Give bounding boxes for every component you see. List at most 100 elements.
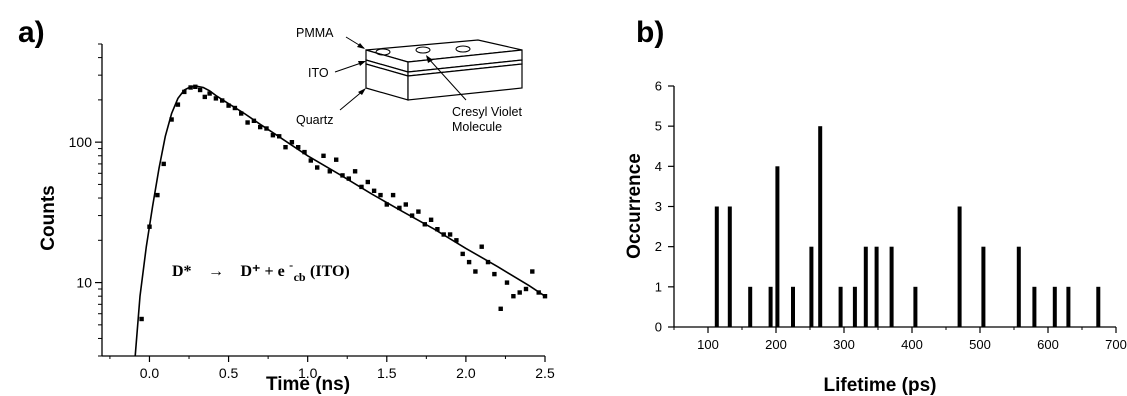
data-point bbox=[454, 238, 459, 243]
data-point bbox=[492, 271, 497, 277]
histogram-bar bbox=[1032, 286, 1037, 327]
data-point bbox=[289, 140, 295, 145]
panel-b-x-tick-label: 200 bbox=[765, 337, 787, 352]
data-point bbox=[321, 153, 326, 158]
data-point bbox=[175, 102, 181, 107]
panel-b-y-tick-label: 5 bbox=[655, 119, 662, 134]
panel-b-y-tick-label: 6 bbox=[655, 79, 662, 94]
data-point bbox=[226, 103, 231, 108]
equation-lhs: D* bbox=[172, 263, 192, 280]
inset-label-molecule: Molecule bbox=[452, 120, 502, 134]
histogram-bar bbox=[889, 246, 894, 327]
panel-b: b) 100 200 300 400 500 600 700 0 1 2 3 4 5 6 Lifetim… bbox=[624, 16, 1127, 396]
data-point bbox=[147, 224, 152, 229]
histogram-bar bbox=[852, 286, 857, 327]
panel-a-x-axis-title: Time (ns) bbox=[266, 374, 350, 395]
data-point bbox=[536, 290, 541, 295]
inset-arrowhead-pmma bbox=[357, 43, 365, 49]
inset-label-cresyl-violet: Cresyl Violet bbox=[452, 105, 522, 119]
histogram-bar bbox=[863, 246, 868, 327]
inset-quartz-front-right bbox=[407, 63, 523, 101]
histogram-bar bbox=[818, 126, 823, 327]
data-point bbox=[182, 89, 187, 95]
data-point bbox=[161, 161, 166, 167]
histogram-bar bbox=[1096, 286, 1101, 327]
data-point bbox=[327, 169, 332, 174]
inset-arrowhead-quartz bbox=[358, 88, 366, 95]
histogram-bar bbox=[809, 246, 814, 327]
data-point bbox=[308, 158, 313, 163]
panel-a-data-points bbox=[139, 84, 548, 322]
data-point bbox=[422, 222, 427, 227]
panel-b-y-tick-label: 2 bbox=[655, 239, 662, 254]
panel-b-x-axis-title: Lifetime (ps) bbox=[824, 375, 937, 396]
data-point bbox=[390, 192, 396, 198]
panel-a-x-tick-label: 1.0 bbox=[298, 365, 318, 381]
panel-a-x-ticks: 0.0 0.5 1.0 1.5 2.0 2.5 bbox=[109, 356, 555, 381]
data-point bbox=[213, 96, 219, 101]
data-point bbox=[378, 192, 383, 198]
panel-a-y-tick-label: 10 bbox=[76, 275, 92, 291]
equation-rhs-a: D⁺ + e bbox=[240, 263, 284, 280]
panel-b-x-tick-label: 700 bbox=[1105, 337, 1127, 352]
panel-a-label: a) bbox=[18, 16, 45, 49]
data-point bbox=[365, 179, 370, 185]
equation-sub: cb bbox=[294, 270, 306, 284]
inset-molecule-2 bbox=[415, 46, 431, 54]
sample-structure-inset: PMMA ITO Quartz Cresyl Violet Molecule bbox=[296, 26, 523, 134]
inset-label-ito: ITO bbox=[308, 66, 329, 80]
histogram-bar bbox=[775, 166, 780, 327]
data-point bbox=[277, 134, 282, 139]
panel-a-x-tick-label: 2.5 bbox=[535, 365, 555, 381]
data-point bbox=[530, 269, 535, 274]
panel-b-y-tick-label: 3 bbox=[655, 199, 662, 214]
data-point bbox=[202, 94, 207, 100]
data-point bbox=[352, 169, 358, 174]
data-point bbox=[302, 149, 307, 155]
histogram-bar bbox=[981, 246, 986, 327]
data-point bbox=[340, 173, 345, 178]
inset-label-quartz: Quartz bbox=[296, 113, 334, 127]
histogram-bar bbox=[727, 206, 732, 327]
data-point bbox=[193, 84, 198, 89]
panel-b-x-tick-label: 600 bbox=[1037, 337, 1059, 352]
histogram-bar bbox=[874, 246, 879, 327]
data-point bbox=[232, 105, 238, 111]
panel-b-y-tick-label: 0 bbox=[655, 320, 662, 335]
data-point bbox=[409, 213, 415, 218]
data-point bbox=[479, 244, 484, 249]
histogram-bar bbox=[1052, 286, 1057, 327]
histogram-bar bbox=[838, 286, 843, 327]
data-point bbox=[435, 227, 440, 232]
panel-a: a) 0.0 0.5 1.0 1.5 2.0 2.5 10 100 Time (ns) Co… bbox=[18, 16, 555, 395]
data-point bbox=[416, 209, 421, 214]
histogram-bar bbox=[791, 286, 795, 327]
data-point bbox=[207, 91, 212, 96]
data-point bbox=[264, 126, 269, 131]
inset-label-pmma: PMMA bbox=[296, 26, 334, 40]
panel-b-y-axis-title: Occurrence bbox=[624, 153, 645, 259]
data-point bbox=[296, 145, 301, 150]
data-point bbox=[542, 294, 548, 299]
panel-b-axes bbox=[673, 86, 1116, 328]
inset-molecule-1 bbox=[375, 48, 391, 56]
panel-b-x-tick-label: 300 bbox=[833, 337, 855, 352]
data-point bbox=[220, 98, 225, 103]
histogram-bar bbox=[1066, 286, 1071, 327]
data-point bbox=[346, 176, 351, 181]
data-point bbox=[523, 286, 529, 292]
histogram-bar bbox=[714, 206, 719, 327]
data-point bbox=[197, 87, 203, 93]
equation-rhs-b: (ITO) bbox=[310, 263, 350, 280]
inset-arrow-molecule bbox=[427, 57, 467, 101]
data-point bbox=[498, 306, 503, 311]
data-point bbox=[239, 111, 244, 116]
equation-arrow: → bbox=[208, 263, 224, 280]
panel-b-x-tick-label: 500 bbox=[969, 337, 991, 352]
panel-a-x-tick-label: 1.5 bbox=[377, 365, 397, 381]
data-point bbox=[466, 259, 472, 265]
panel-b-y-tick-label: 1 bbox=[655, 279, 662, 294]
data-point bbox=[188, 85, 193, 90]
panel-b-y-ticks: 0 1 2 3 4 5 6 bbox=[655, 79, 674, 335]
